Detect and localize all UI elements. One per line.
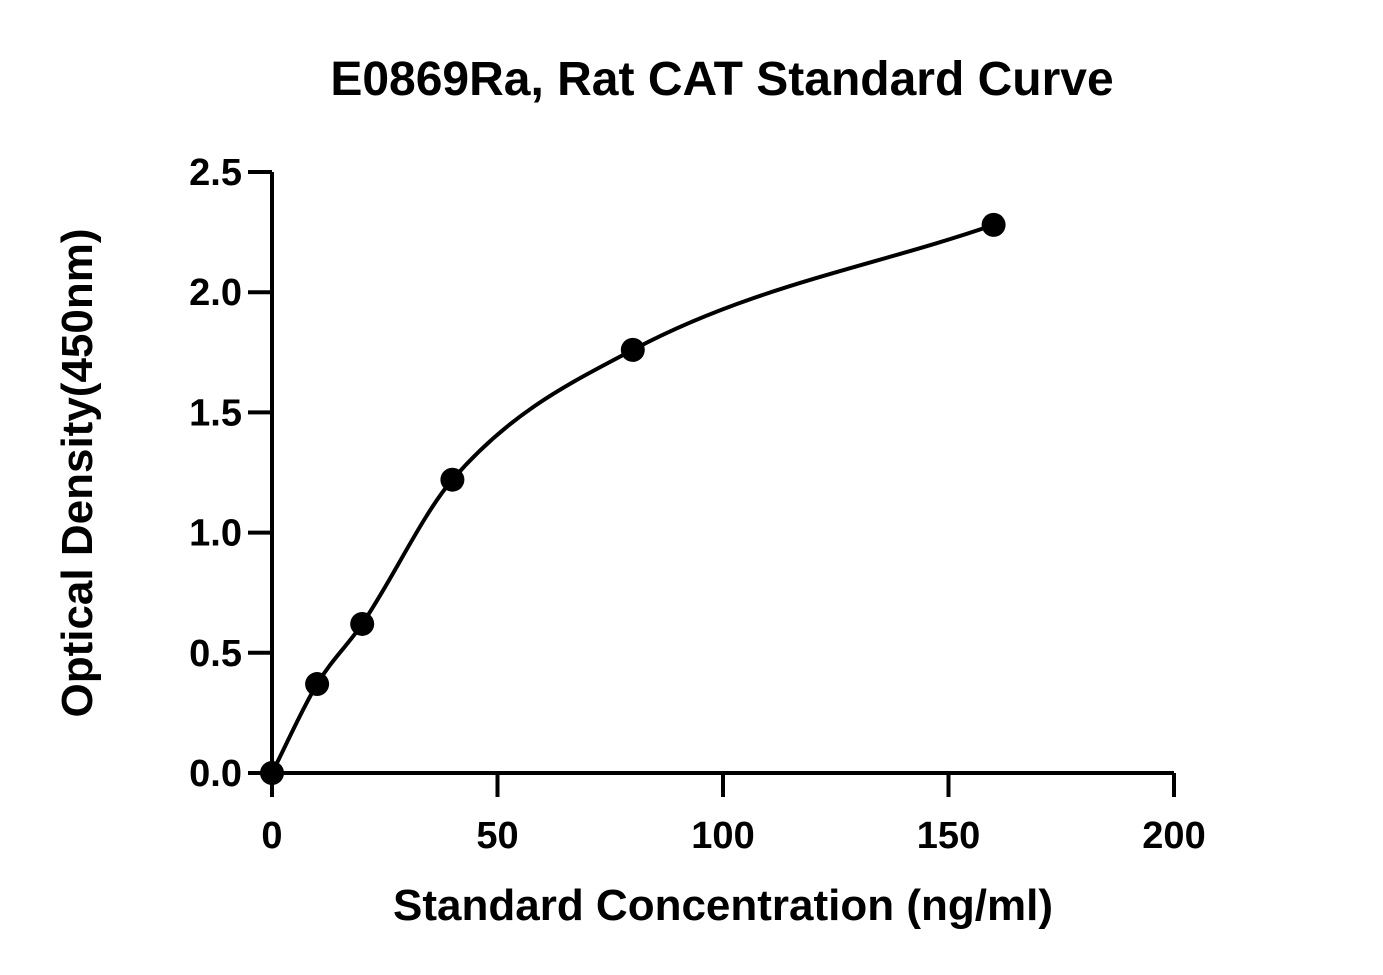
x-axis: 0 50 100 150 200 — [261, 771, 1206, 857]
y-tick-label: 2.0 — [189, 272, 242, 314]
y-tick-label: 0.0 — [189, 753, 242, 795]
y-tick-label: 0.5 — [189, 633, 242, 675]
data-point — [305, 672, 330, 697]
y-axis-label: Optical Density(450nm) — [53, 228, 102, 717]
y-axis: 0.0 0.5 1.0 1.5 2.0 2.5 — [189, 152, 274, 795]
x-tick-label: 200 — [1142, 815, 1205, 857]
x-tick-label: 50 — [476, 815, 518, 857]
y-axis-ticks: 0.0 0.5 1.0 1.5 2.0 2.5 — [189, 152, 272, 795]
data-point — [981, 212, 1006, 237]
x-tick-label: 100 — [691, 815, 754, 857]
data-point — [620, 337, 645, 362]
x-axis-ticks: 0 50 100 150 200 — [261, 773, 1206, 857]
y-tick-label: 1.0 — [189, 513, 242, 555]
y-tick-label: 1.5 — [189, 392, 242, 434]
data-point — [260, 761, 284, 785]
x-tick-label: 150 — [917, 815, 980, 857]
data-point — [350, 611, 375, 636]
data-point — [440, 467, 465, 492]
chart-title: E0869Ra, Rat CAT Standard Curve — [330, 53, 1113, 106]
y-tick-label: 2.5 — [189, 152, 242, 194]
x-tick-label: 0 — [261, 815, 282, 857]
data-points — [260, 212, 1006, 785]
x-axis-label: Standard Concentration (ng/ml) — [393, 881, 1053, 930]
fit-curve — [270, 222, 995, 774]
